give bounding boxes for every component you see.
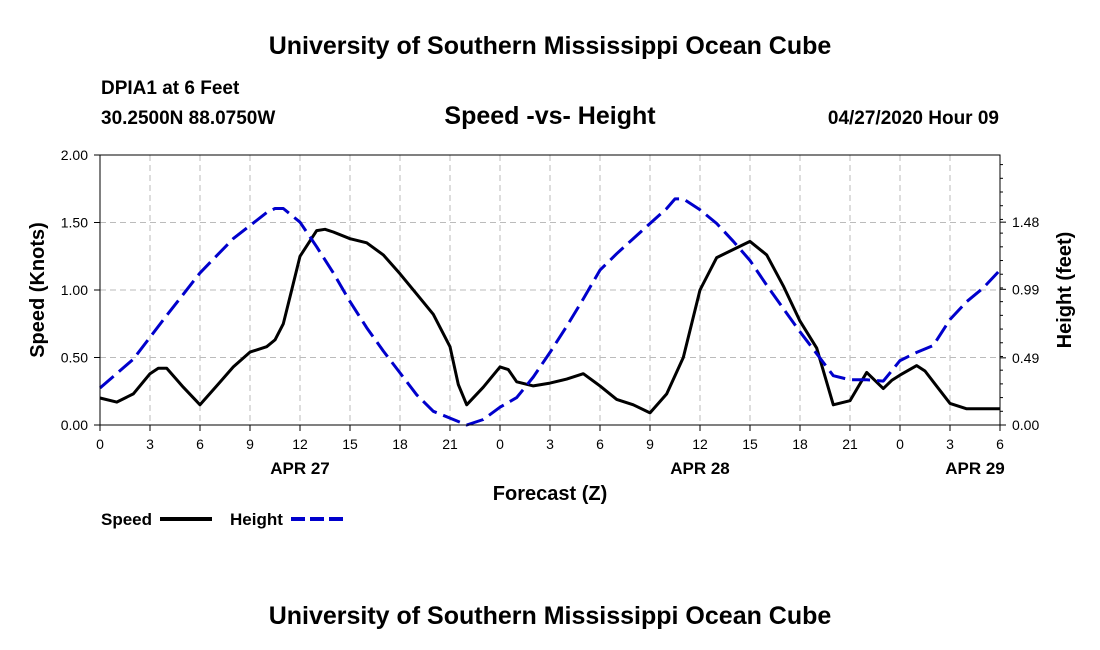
y-tick-label: 1.50 (61, 215, 88, 231)
x-tick-label: 6 (996, 436, 1004, 452)
x-tick-label: 21 (442, 436, 458, 452)
x-tick-label: 3 (146, 436, 154, 452)
x-tick-label: 3 (946, 436, 954, 452)
date-label: APR 29 (945, 459, 1005, 478)
x-tick-label: 0 (96, 436, 104, 452)
x-tick-label: 6 (196, 436, 204, 452)
x-tick-label: 18 (792, 436, 808, 452)
date-labels: APR 27 APR 28 APR 29 (270, 459, 1005, 478)
legend: Speed Height (101, 510, 343, 529)
axis-ticks: 0 3 6 9 12 15 18 21 0 3 6 9 12 15 18 21 0 3 6 0.00 0.50 1.00 1… (61, 147, 1040, 452)
series-line-speed (99, 227, 1000, 415)
x-tick-label: 18 (392, 436, 408, 452)
y-tick-label: 0.50 (61, 350, 88, 366)
y-axis-label: Speed (Knots) (27, 222, 49, 358)
series-group (99, 197, 1002, 427)
x-tick-label: 3 (546, 436, 554, 452)
x-tick-label: 15 (742, 436, 758, 452)
y2-axis-label: Height (feet) (1054, 232, 1076, 349)
y-tick-label: 1.00 (61, 282, 88, 298)
y2-tick-label: 0.00 (1012, 417, 1039, 433)
footer-title: University of Southern Mississippi Ocean… (269, 602, 832, 630)
plot-frame (99, 154, 1001, 426)
x-tick-label: 12 (292, 436, 308, 452)
series-line-height (99, 197, 1002, 427)
y2-tick-label: 0.49 (1012, 350, 1039, 366)
y-tick-label: 2.00 (61, 147, 88, 163)
forecast-date: 04/27/2020 Hour 09 (828, 108, 999, 129)
date-label: APR 27 (270, 459, 330, 478)
legend-label-speed: Speed (101, 510, 152, 529)
grid (100, 155, 1000, 425)
x-tick-label: 0 (896, 436, 904, 452)
x-tick-label: 15 (342, 436, 358, 452)
station-label: DPIA1 at 6 Feet (101, 78, 240, 99)
x-axis-label: Forecast (Z) (493, 483, 607, 505)
coordinates-label: 30.2500N 88.0750W (101, 108, 275, 129)
x-tick-label: 12 (692, 436, 708, 452)
x-tick-label: 6 (596, 436, 604, 452)
y-tick-label: 0.00 (61, 417, 88, 433)
page-title: University of Southern Mississippi Ocean… (269, 32, 832, 60)
date-label: APR 28 (670, 459, 730, 478)
chart-subtitle: Speed -vs- Height (444, 102, 656, 130)
x-tick-label: 9 (646, 436, 654, 452)
legend-label-height: Height (230, 510, 283, 529)
x-tick-label: 21 (842, 436, 858, 452)
x-tick-label: 9 (246, 436, 254, 452)
y2-tick-label: 1.48 (1012, 214, 1039, 230)
y2-tick-label: 0.99 (1012, 281, 1039, 297)
x-tick-label: 0 (496, 436, 504, 452)
